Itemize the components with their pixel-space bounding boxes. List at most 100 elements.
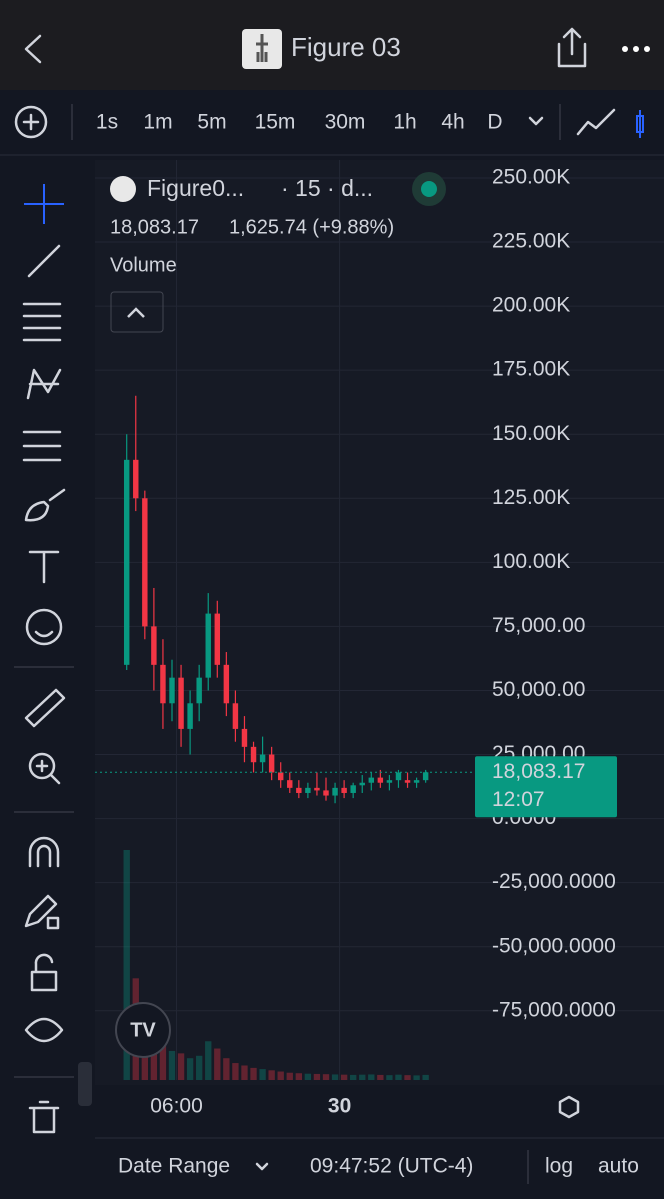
- volume-bar: [368, 1074, 375, 1080]
- x-tick-label: 06:00: [150, 1095, 203, 1118]
- y-tick-label: 100.00K: [492, 550, 570, 573]
- y-tick-label: 250.00K: [492, 165, 570, 188]
- lock-drawing-tool[interactable]: [24, 894, 60, 930]
- left-toolbar: [14, 184, 74, 1134]
- countdown-label: 12:07: [492, 788, 545, 811]
- x-tick-label: 30: [328, 1095, 351, 1118]
- timeframe-button[interactable]: 4h: [441, 111, 464, 134]
- volume-bar: [123, 850, 130, 1080]
- add-button[interactable]: [14, 105, 48, 139]
- y-tick-label: 125.00K: [492, 486, 570, 509]
- visibility-tool[interactable]: [24, 1017, 64, 1043]
- volume-bar: [214, 1048, 221, 1080]
- y-tick-label: 50,000.00: [492, 678, 585, 701]
- candle-body: [377, 777, 384, 783]
- volume-bar: [340, 1074, 348, 1080]
- delete-tool[interactable]: [28, 1100, 60, 1134]
- candle-body: [314, 787, 320, 791]
- indicator-label: Volume: [110, 254, 177, 276]
- timeframe-button[interactable]: 15m: [255, 111, 296, 134]
- candle-body: [332, 787, 338, 796]
- volume-bar: [377, 1074, 384, 1080]
- share-button[interactable]: [557, 27, 587, 68]
- legend-change: 1,625.74 (+9.88%): [229, 216, 394, 238]
- candle-body: [169, 677, 175, 704]
- fib-tool[interactable]: [22, 302, 62, 342]
- timeframe-button[interactable]: D: [487, 111, 502, 134]
- forecast-tool[interactable]: [22, 430, 62, 462]
- candle-body: [142, 498, 148, 627]
- candle-body: [413, 780, 420, 783]
- volume-bar: [205, 1041, 212, 1080]
- line-chart-button[interactable]: [576, 108, 616, 136]
- timeframe-dropdown[interactable]: [528, 116, 544, 126]
- timeframe-button[interactable]: 1m: [143, 111, 172, 134]
- log-toggle[interactable]: log: [545, 1155, 573, 1178]
- candle-body: [341, 787, 347, 793]
- text-tool[interactable]: [28, 550, 60, 584]
- candle-body: [232, 703, 239, 729]
- toolbar-collapse[interactable]: [78, 1062, 92, 1106]
- back-button[interactable]: [24, 34, 42, 64]
- candle-body: [259, 754, 266, 763]
- y-tick-label: 225.00K: [492, 230, 570, 253]
- collapse-indicators[interactable]: [110, 291, 164, 333]
- candle-body: [395, 772, 402, 781]
- timeframe-button[interactable]: 1h: [393, 111, 416, 134]
- timeframe-button[interactable]: 1s: [96, 111, 118, 134]
- volume-bar: [186, 1058, 194, 1080]
- volume-bar: [277, 1071, 284, 1080]
- chart: 06:00 30 250.00K 225.00K 200.00K 175.00K 150.0…: [95, 160, 664, 1118]
- timeframe-button[interactable]: 30m: [325, 111, 366, 134]
- last-price-label: 18,083.17: [492, 760, 585, 783]
- candle-body: [241, 728, 248, 747]
- y-tick-label: 200.00K: [492, 294, 570, 317]
- volume-bar: [331, 1074, 339, 1080]
- candle-body: [214, 613, 221, 665]
- volume-bar: [159, 1043, 167, 1080]
- volume-bar: [359, 1074, 366, 1080]
- settings-button[interactable]: [558, 1095, 580, 1119]
- symbol-icon: [110, 176, 136, 202]
- magnet-tool[interactable]: [28, 836, 60, 868]
- volume-bar: [232, 1063, 239, 1080]
- screen-title: Figure 03: [291, 32, 401, 62]
- last-price-badge: [475, 756, 617, 818]
- candle-body: [250, 746, 257, 763]
- timeframe-button[interactable]: 5m: [197, 111, 226, 134]
- zoom-tool[interactable]: [28, 752, 61, 785]
- volume-bar: [196, 1055, 203, 1080]
- volume-bar: [241, 1065, 248, 1080]
- candle-body: [187, 703, 193, 729]
- y-tick-label: 175.00K: [492, 358, 570, 381]
- pattern-tool[interactable]: [26, 368, 62, 400]
- candle-body: [160, 664, 166, 704]
- candle-body: [404, 780, 411, 783]
- candle-body: [205, 613, 211, 678]
- candle-body: [287, 780, 293, 788]
- legend-price: 18,083.17: [110, 216, 199, 238]
- candle-chart-button[interactable]: [636, 110, 644, 138]
- ruler-tool[interactable]: [24, 688, 66, 728]
- volume-bar: [422, 1074, 429, 1080]
- date-range-button[interactable]: Date Range: [118, 1155, 230, 1178]
- volume-bar: [259, 1069, 266, 1080]
- volume-bar: [223, 1058, 230, 1080]
- candle-body: [422, 772, 429, 781]
- auto-toggle[interactable]: auto: [598, 1155, 639, 1178]
- clock: 09:47:52 (UTC-4): [310, 1155, 473, 1178]
- volume-bar: [313, 1073, 321, 1080]
- crosshair-tool[interactable]: [24, 184, 64, 224]
- y-tick-label: 75,000.00: [492, 614, 585, 637]
- volume-bar: [177, 1053, 185, 1080]
- figure-glyph: [256, 34, 268, 62]
- tradingview-logo: TV: [115, 1002, 171, 1058]
- emoji-tool[interactable]: [25, 608, 63, 646]
- y-tick-label: 150.00K: [492, 422, 570, 445]
- brush-tool[interactable]: [24, 488, 66, 522]
- more-button[interactable]: [622, 46, 650, 52]
- volume-bar: [350, 1074, 357, 1080]
- unlock-tool[interactable]: [30, 953, 58, 992]
- trend-line-tool[interactable]: [27, 244, 61, 278]
- svg-text:TV: TV: [130, 1019, 156, 1041]
